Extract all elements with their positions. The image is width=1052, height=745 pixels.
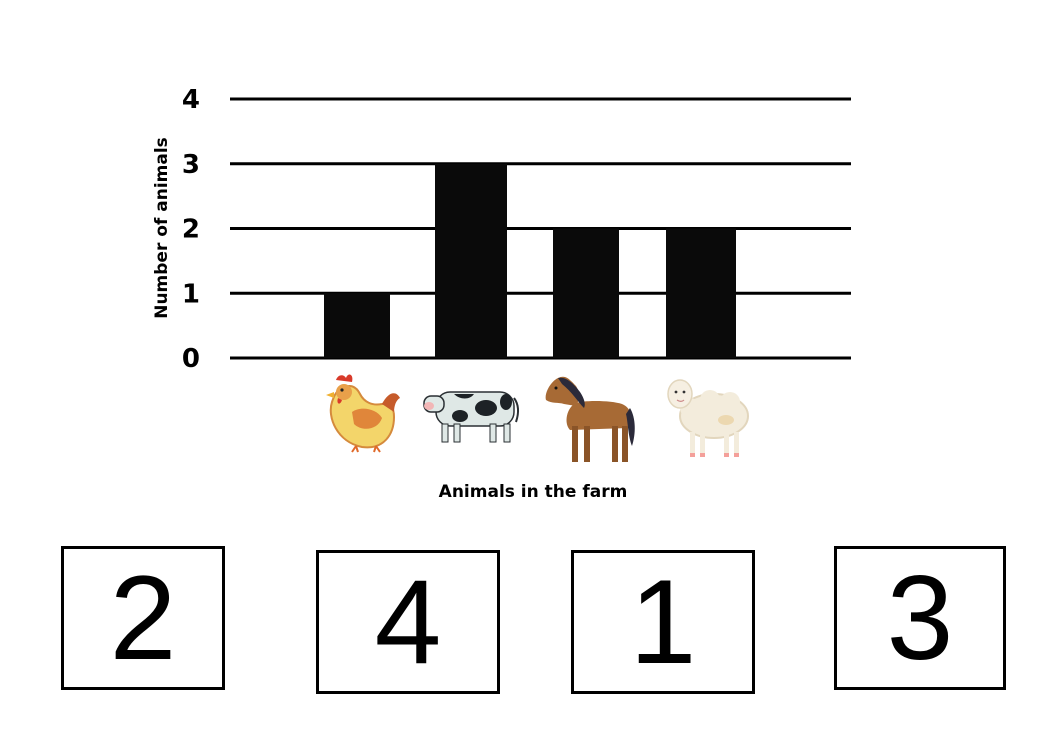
answer-choice-4-label: 3 — [886, 551, 954, 685]
chicken-icon — [326, 374, 400, 453]
x-axis-title: Animals in the farm — [439, 482, 628, 502]
answer-choice-1[interactable]: 2 — [61, 546, 225, 690]
y-tick-label-2: 2 — [182, 215, 200, 245]
bar-chart: 0 1 2 3 4 Number of animals — [152, 85, 851, 502]
answer-choice-2[interactable]: 4 — [316, 550, 500, 694]
bar-sheep — [666, 228, 736, 358]
answer-choice-3[interactable]: 1 — [571, 550, 755, 694]
bar-horse — [553, 228, 619, 358]
horse-icon — [545, 376, 635, 462]
answer-choice-1-label: 2 — [109, 551, 177, 685]
cow-icon — [423, 391, 519, 443]
y-tick-labels: 0 1 2 3 4 — [182, 85, 200, 374]
answer-choice-4[interactable]: 3 — [834, 546, 1006, 690]
y-tick-label-1: 1 — [182, 279, 200, 309]
y-tick-label-3: 3 — [182, 150, 200, 180]
y-tick-label-0: 0 — [182, 344, 200, 374]
bars — [324, 163, 736, 358]
answer-choice-3-label: 1 — [629, 555, 697, 689]
sheep-icon — [667, 379, 749, 457]
gridlines — [230, 97, 851, 360]
y-axis-title: Number of animals — [152, 137, 172, 319]
y-tick-label-4: 4 — [182, 85, 200, 115]
answer-choice-2-label: 4 — [374, 555, 442, 689]
bar-cow — [435, 163, 507, 358]
bar-chicken — [324, 293, 390, 358]
